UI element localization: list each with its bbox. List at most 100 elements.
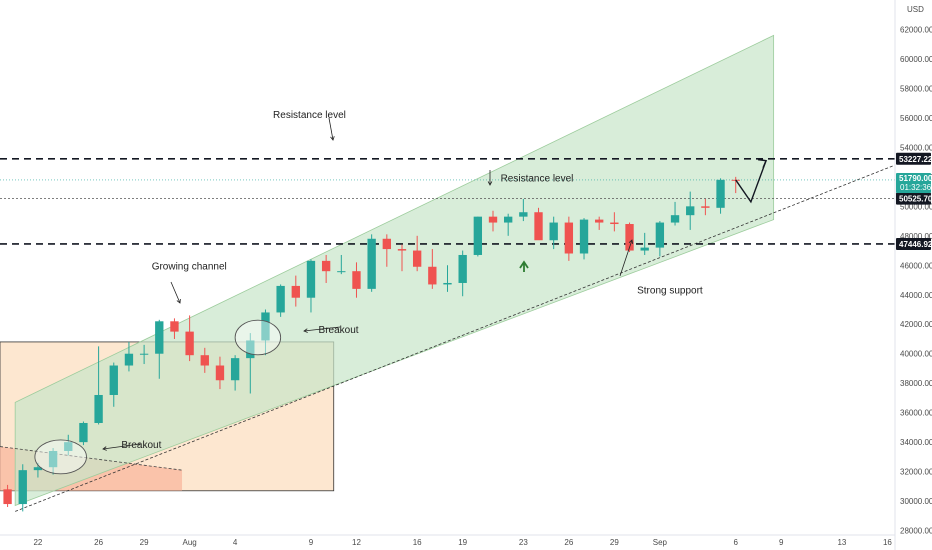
breakout-ellipse	[234, 319, 282, 356]
time-tick-label: 26	[564, 538, 573, 547]
price-tick-label: 60000.00	[900, 55, 932, 64]
channel-arrow	[170, 281, 181, 304]
candle-body	[670, 215, 680, 223]
candle-body	[655, 222, 665, 248]
price-tick-label: 46000.00	[900, 261, 932, 270]
price-tick-label: 54000.00	[900, 143, 932, 152]
price-tick-label: 34000.00	[900, 438, 932, 447]
annotation-label: Resistance level	[501, 173, 574, 184]
candle-body	[397, 249, 407, 251]
candle-body	[200, 355, 209, 366]
candle-body	[595, 219, 604, 223]
time-tick-label: 9	[309, 538, 314, 547]
price-axis-panel[interactable]	[895, 0, 932, 550]
current-price-tag	[896, 172, 931, 193]
annotation-label: Growing channel	[152, 262, 227, 273]
price-level-label: 50525.70	[899, 195, 932, 204]
price-tick-label: 62000.00	[900, 25, 932, 34]
candle-body	[716, 179, 725, 208]
price-tick-label: 32000.00	[900, 468, 932, 477]
candle-body	[352, 271, 361, 289]
time-tick-label: 26	[94, 538, 103, 547]
time-tick-label: 4	[233, 538, 238, 547]
current-price-label: 51790.00	[899, 174, 932, 183]
time-tick-label: 29	[610, 538, 619, 547]
candle-body	[458, 254, 467, 283]
breakout-arrow-upper-head	[303, 328, 308, 333]
candle-body	[610, 222, 619, 225]
price-tick-label: 50000.00	[900, 202, 932, 211]
time-tick-label: 16	[883, 538, 892, 547]
price-tick-label: 44000.00	[900, 291, 932, 300]
candle-body	[170, 321, 179, 332]
breakout-arrow-upper	[303, 326, 341, 332]
candle-body	[504, 216, 513, 223]
candle-body	[321, 260, 331, 272]
candle-body	[261, 312, 270, 341]
support-arrow	[619, 239, 633, 277]
projection-path	[735, 160, 767, 204]
currency-label: USD	[907, 5, 924, 14]
breakout-arrow-lower-head	[102, 446, 107, 451]
price-tick-label: 38000.00	[900, 379, 932, 388]
annotation-label: Strong support	[637, 285, 703, 296]
price-tick-label: 42000.00	[900, 320, 932, 329]
resistance-arrow-mid-head	[487, 181, 493, 186]
time-tick-label: 9	[779, 538, 784, 547]
annotation-label: Breakout	[319, 325, 359, 336]
time-tick-label: 6	[733, 538, 738, 547]
candle-body	[230, 358, 240, 381]
price-level-label: 47446.92	[899, 240, 932, 249]
time-tick-label: 19	[458, 538, 467, 547]
candle-body	[155, 321, 164, 354]
time-tick-label: 22	[33, 538, 42, 547]
candle-body	[382, 238, 391, 250]
candle-body	[367, 238, 376, 289]
price-tick-label: 36000.00	[900, 409, 932, 418]
channel-arrow-head	[176, 298, 181, 304]
breakout-arrow-lower	[102, 443, 141, 450]
time-tick-label: Sep	[653, 538, 668, 547]
breakout-ellipse	[34, 439, 87, 475]
candle-body	[473, 216, 483, 255]
price-level-tag	[896, 237, 931, 250]
candle-body	[124, 353, 134, 366]
annotation-label: Resistance level	[273, 110, 346, 121]
price-tick-label: 40000.00	[900, 350, 932, 359]
candle-body	[306, 260, 316, 298]
candle-body	[549, 222, 558, 241]
time-tick-label: 12	[352, 538, 361, 547]
countdown-label: 01:32:36	[900, 183, 932, 192]
price-tick-label: 56000.00	[900, 114, 932, 123]
price-tick-label: 28000.00	[900, 527, 932, 536]
candle-body	[428, 266, 437, 285]
price-tick-label: 48000.00	[900, 232, 932, 241]
candle-body	[48, 450, 58, 468]
candle-body	[488, 216, 498, 223]
candle-body	[519, 212, 528, 217]
candle-body	[246, 340, 255, 359]
candle-body	[94, 394, 103, 423]
annotation-label: Breakout	[121, 440, 161, 451]
candle-body	[337, 271, 346, 273]
time-tick-label: 23	[519, 538, 528, 547]
support-arrow-head	[628, 239, 634, 245]
resistance-arrow-top-head	[330, 136, 335, 141]
support-trendline	[15, 164, 896, 512]
price-level-tag	[896, 152, 931, 165]
candle-body	[139, 353, 149, 355]
projection-arrowhead	[757, 158, 768, 168]
candle-body	[412, 250, 422, 267]
price-tick-label: 30000.00	[900, 497, 932, 506]
price-level-tag	[896, 192, 931, 205]
candle-body	[701, 206, 710, 208]
candle-body	[564, 222, 574, 254]
candle-body	[443, 282, 452, 285]
time-tick-label: 29	[140, 538, 149, 547]
time-tick-label: 13	[837, 538, 846, 547]
candle-body	[686, 206, 695, 216]
resistance-arrow-top	[328, 117, 334, 141]
candle-body	[64, 442, 73, 451]
candle-body	[109, 365, 118, 395]
